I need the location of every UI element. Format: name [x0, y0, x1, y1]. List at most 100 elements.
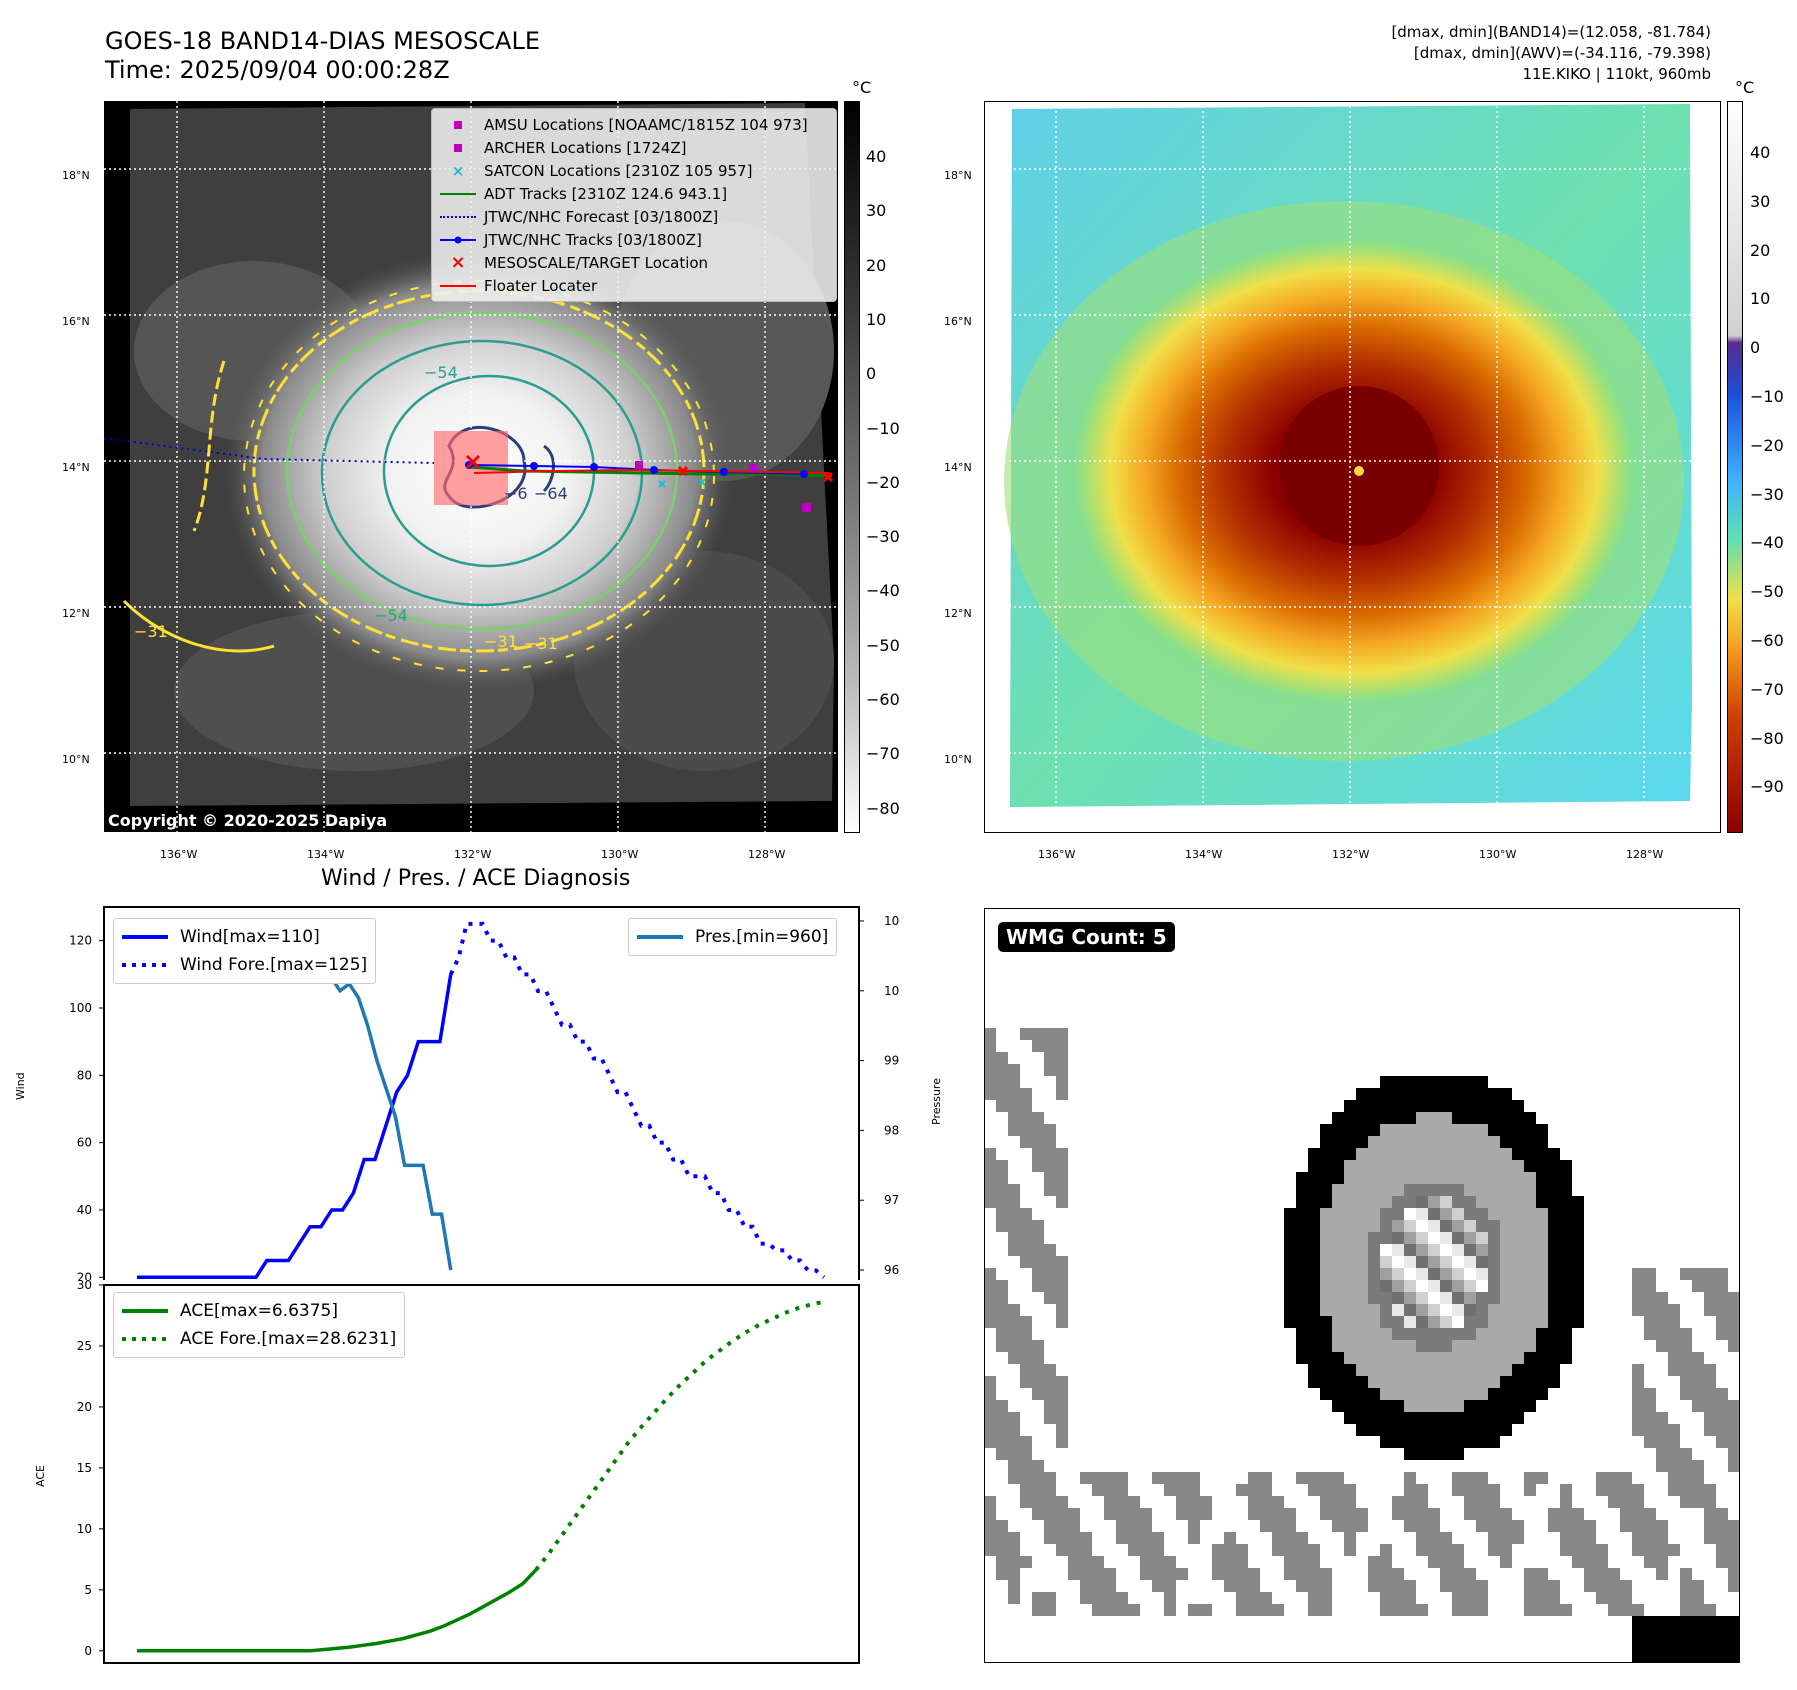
wmg-cell — [1656, 1568, 1668, 1580]
wmg-cell — [1380, 1208, 1392, 1220]
wmg-cell — [1452, 1136, 1464, 1148]
wind-ytick-label: 80 — [77, 1068, 92, 1082]
wmg-cell — [1344, 1100, 1356, 1112]
wind-ylabel: Wind — [14, 1072, 27, 1100]
wmg-cell — [1404, 1520, 1416, 1532]
wmg-cell — [1524, 1580, 1536, 1592]
wmg-cell — [1488, 1148, 1500, 1160]
wmg-cell — [1380, 1268, 1392, 1280]
wmg-cell — [1476, 1364, 1488, 1376]
wmg-cell — [1728, 1652, 1740, 1663]
wmg-cell — [1320, 1244, 1332, 1256]
wmg-cell — [1380, 1568, 1392, 1580]
wmg-cell — [1428, 1544, 1440, 1556]
wmg-cell — [1644, 1652, 1656, 1663]
pressure-ytick-label: 990 — [884, 1054, 900, 1068]
wmg-cell — [1440, 1568, 1452, 1580]
wmg-cell — [1584, 1544, 1596, 1556]
wmg-cell — [1728, 1436, 1740, 1448]
awv-colorbar-tick: 20 — [1750, 240, 1771, 260]
wmg-cell — [1464, 1364, 1476, 1376]
wmg-cell — [1680, 1628, 1692, 1640]
wmg-cell — [1524, 1148, 1536, 1160]
wmg-cell — [1536, 1352, 1548, 1364]
wmg-cell — [1320, 1220, 1332, 1232]
wmg-cell — [1428, 1412, 1440, 1424]
wmg-cell — [1176, 1496, 1188, 1508]
awv-colorbar-tick: −90 — [1750, 777, 1784, 797]
pressure-ytick-label: 980 — [884, 1123, 900, 1137]
wmg-cell — [1524, 1160, 1536, 1172]
wmg-cell — [1344, 1292, 1356, 1304]
wmg-cell — [1356, 1220, 1368, 1232]
wmg-cell — [1308, 1568, 1320, 1580]
wmg-cell — [1656, 1448, 1668, 1460]
wmg-cell — [1464, 1172, 1476, 1184]
wmg-cell — [1044, 1244, 1056, 1256]
wmg-cell — [1308, 1544, 1320, 1556]
wmg-cell — [1344, 1400, 1356, 1412]
wmg-cell — [1488, 1352, 1500, 1364]
wmg-cell — [1404, 1256, 1416, 1268]
wmg-cell — [1704, 1364, 1716, 1376]
wmg-cell — [1332, 1220, 1344, 1232]
wmg-cell — [1680, 1640, 1692, 1652]
wmg-cell — [1632, 1544, 1644, 1556]
wmg-cell — [1500, 1316, 1512, 1328]
wmg-cell — [1032, 1028, 1044, 1040]
ace-ytick-label: 15 — [77, 1461, 92, 1475]
legend-item: AMSU Locations [NOAAMC/1815Z 104 973] — [438, 113, 830, 136]
wmg-cell — [1308, 1232, 1320, 1244]
awv-colorbar-tick: 40 — [1750, 143, 1771, 162]
wmg-cell — [1332, 1292, 1344, 1304]
lon-label: 134°W — [1185, 848, 1223, 861]
wmg-cell — [1452, 1076, 1464, 1088]
wmg-cell — [1032, 1280, 1044, 1292]
wmg-cell — [1140, 1568, 1152, 1580]
wmg-cell — [1056, 1196, 1068, 1208]
wmg-cell — [1416, 1196, 1428, 1208]
wmg-cell — [1632, 1376, 1644, 1388]
wmg-cell — [1404, 1472, 1416, 1484]
wmg-cell — [1320, 1472, 1332, 1484]
wmg-cell — [1152, 1532, 1164, 1544]
wmg-cell — [1404, 1412, 1416, 1424]
wmg-cell — [1404, 1292, 1416, 1304]
wmg-cell — [1356, 1184, 1368, 1196]
wmg-cell — [1332, 1484, 1344, 1496]
lon-label: 136°W — [1038, 848, 1076, 861]
wmg-cell — [1116, 1472, 1128, 1484]
wmg-cell — [1332, 1388, 1344, 1400]
wmg-cell — [1320, 1604, 1332, 1616]
wmg-cell — [1032, 1112, 1044, 1124]
wmg-cell — [1476, 1592, 1488, 1604]
wmg-cell — [1008, 1316, 1020, 1328]
wmg-cell — [1092, 1604, 1104, 1616]
wmg-cell — [1440, 1352, 1452, 1364]
wmg-cell — [1524, 1208, 1536, 1220]
wmg-cell — [1296, 1256, 1308, 1268]
wmg-cell — [1488, 1496, 1500, 1508]
wmg-cell — [1524, 1484, 1536, 1496]
awv-colorbar-tick: −20 — [1750, 435, 1784, 455]
wmg-cell — [1572, 1544, 1584, 1556]
wmg-cell — [1080, 1568, 1092, 1580]
wmg-cell — [1488, 1328, 1500, 1340]
wmg-cell — [1068, 1556, 1080, 1568]
wmg-cell — [996, 1088, 1008, 1100]
wmg-cell — [1656, 1340, 1668, 1352]
awv-colorbar-tick: 0 — [1750, 338, 1761, 358]
wmg-cell — [1056, 1088, 1068, 1100]
wmg-cell — [1428, 1352, 1440, 1364]
wmg-cell — [1080, 1532, 1092, 1544]
wmg-cell — [1416, 1304, 1428, 1316]
wmg-cell — [1656, 1328, 1668, 1340]
wmg-cell — [1668, 1352, 1680, 1364]
wmg-cell — [1092, 1592, 1104, 1604]
wind-forecast-series — [448, 921, 826, 1279]
wmg-cell — [1188, 1484, 1200, 1496]
wmg-cell — [1668, 1484, 1680, 1496]
wmg-cell — [1392, 1220, 1404, 1232]
wmg-cell — [1176, 1568, 1188, 1580]
